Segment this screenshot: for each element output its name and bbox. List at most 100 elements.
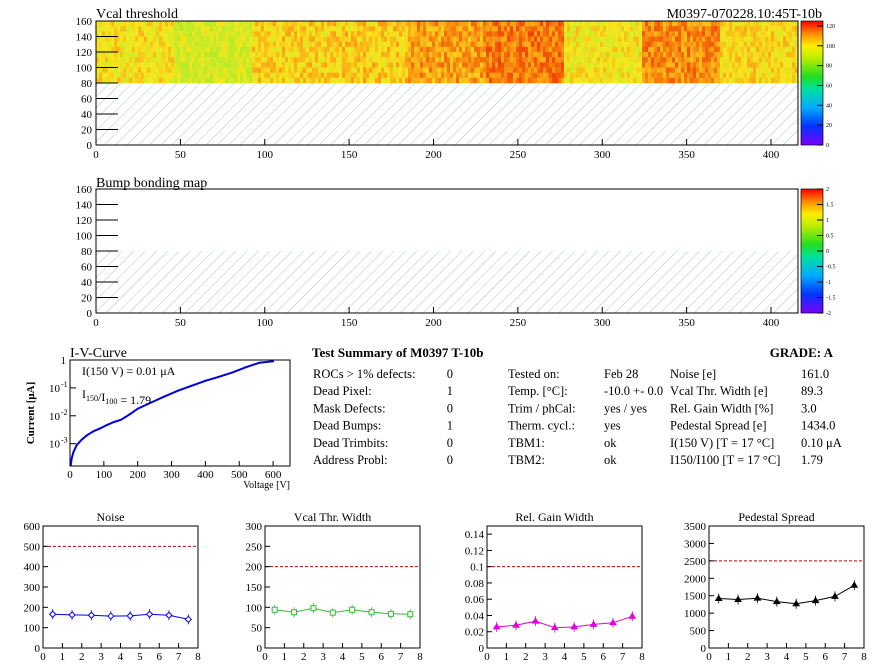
- y-tick-label: 200: [24, 602, 41, 614]
- pixel-cell: [393, 62, 397, 68]
- data-point: [714, 594, 723, 602]
- pixel-cell: [462, 36, 466, 42]
- pixel-cell: [780, 41, 784, 48]
- pixel-cell: [144, 26, 148, 32]
- pixel-cell: [687, 62, 691, 68]
- pixel-cell: [693, 46, 697, 53]
- pixel-cell: [783, 26, 787, 32]
- pixel-cell: [531, 36, 535, 42]
- pixel-cell: [519, 52, 523, 58]
- pixel-cell: [657, 52, 661, 58]
- pixel-cell: [411, 41, 415, 48]
- pixel-cell: [624, 62, 628, 68]
- pixel-cell: [300, 46, 304, 53]
- iv-point: [72, 451, 75, 454]
- pixel-cell: [399, 77, 403, 84]
- pixel-cell: [96, 52, 100, 58]
- pixel-cell: [771, 62, 775, 68]
- pixel-cell: [699, 77, 703, 84]
- pixel-cell: [132, 62, 136, 68]
- pixel-cell: [198, 36, 202, 42]
- pixel-cell: [234, 57, 238, 63]
- pixel-cell: [516, 52, 520, 58]
- pixel-cell: [249, 31, 253, 37]
- pixel-cell: [114, 26, 118, 32]
- pixel-cell: [357, 77, 361, 84]
- pixel-cell: [141, 77, 145, 84]
- pixel-cell: [438, 46, 442, 53]
- pixel-cell: [330, 67, 334, 73]
- pixel-cell: [597, 57, 601, 63]
- pixel-cell: [609, 46, 613, 53]
- pixel-cell: [357, 72, 361, 79]
- pixel-cell: [390, 52, 394, 58]
- pixel-cell: [315, 67, 319, 73]
- pixel-cell: [327, 36, 331, 42]
- scale-tick-label: -2: [826, 311, 831, 317]
- pixel-cell: [417, 57, 421, 63]
- pixel-cell: [321, 57, 325, 63]
- pixel-cell: [441, 36, 445, 42]
- pixel-cell: [579, 52, 583, 58]
- pixel-cell: [243, 31, 247, 37]
- pixel-cell: [591, 57, 595, 63]
- pixel-cell: [462, 77, 466, 84]
- pixel-cell: [498, 62, 502, 68]
- pixel-cell: [165, 21, 169, 27]
- pixel-cell: [522, 26, 526, 32]
- pixel-cell: [741, 26, 745, 32]
- pixel-cell: [345, 26, 349, 32]
- pixel-cell: [636, 52, 640, 58]
- pixel-cell: [741, 41, 745, 48]
- pixel-cell: [264, 41, 268, 48]
- pixel-cell: [390, 67, 394, 73]
- pixel-cell: [606, 31, 610, 37]
- pixel-cell: [474, 46, 478, 53]
- pixel-cell: [384, 52, 388, 58]
- pixel-cell: [222, 57, 226, 63]
- pixel-cell: [540, 57, 544, 63]
- pixel-cell: [528, 62, 532, 68]
- pixel-cell: [723, 77, 727, 84]
- pixel-cell: [288, 77, 292, 84]
- pixel-cell: [384, 41, 388, 48]
- pixel-cell: [759, 46, 763, 53]
- pixel-cell: [756, 57, 760, 63]
- pixel-cell: [777, 26, 781, 32]
- pixel-cell: [378, 72, 382, 79]
- pixel-cell: [420, 57, 424, 63]
- pixel-cell: [348, 52, 352, 58]
- pixel-cell: [282, 21, 286, 27]
- pixel-cell: [234, 67, 238, 73]
- pixel-cell: [642, 21, 646, 27]
- pixel-cell: [579, 67, 583, 73]
- pixel-cell: [417, 77, 421, 84]
- pixel-cell: [714, 46, 718, 53]
- pixel-cell: [621, 77, 625, 84]
- pixel-cell: [732, 77, 736, 84]
- pixel-cell: [591, 77, 595, 84]
- pixel-cell: [336, 62, 340, 68]
- pixel-cell: [546, 77, 550, 84]
- pixel-cell: [417, 31, 421, 37]
- pixel-cell: [558, 77, 562, 84]
- pixel-cell: [603, 57, 607, 63]
- pixel-cell: [192, 41, 196, 48]
- y-tick-label: 0.12: [465, 545, 484, 557]
- pixel-cell: [279, 52, 283, 58]
- pixel-cell: [726, 26, 730, 32]
- pixel-cell: [594, 21, 598, 27]
- pixel-cell: [555, 46, 559, 53]
- pixel-cell: [765, 36, 769, 42]
- pixel-cell: [609, 77, 613, 84]
- vcal-width-series-line: [274, 607, 411, 615]
- pixel-cell: [162, 52, 166, 58]
- pixel-cell: [549, 36, 553, 42]
- pixel-cell: [621, 67, 625, 73]
- pixel-cell: [237, 46, 241, 53]
- pixel-cell: [780, 31, 784, 37]
- pixel-cell: [669, 46, 673, 53]
- pixel-cell: [336, 57, 340, 63]
